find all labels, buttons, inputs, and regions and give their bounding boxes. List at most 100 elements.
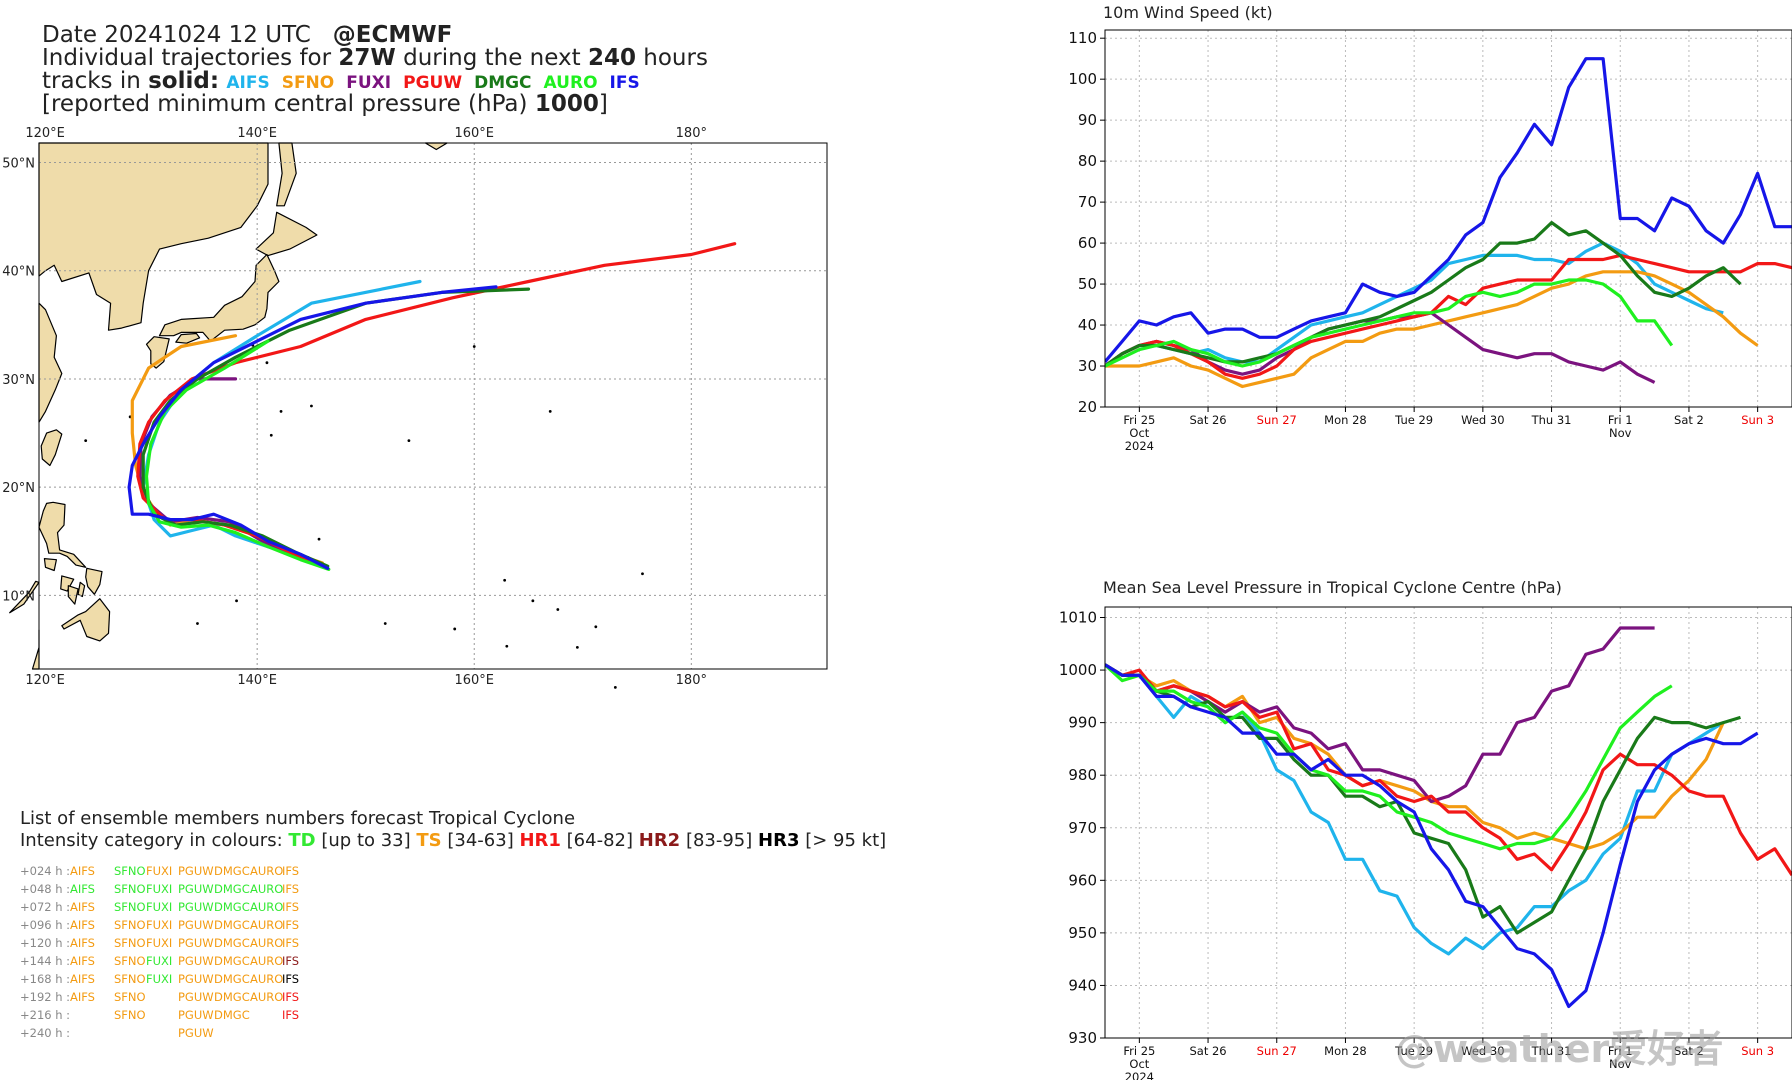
member-cell: FUXI (146, 864, 173, 878)
y-tick-label: 980 (1068, 766, 1097, 784)
island-dot (505, 644, 509, 648)
member-cell: AIFS (70, 882, 95, 896)
x-tick-label: Tue 29 (1394, 1044, 1433, 1058)
y-tick-label: 80 (1078, 152, 1097, 170)
member-cell: FUXI (146, 882, 173, 896)
x-tick-label: Sun 3 (1741, 413, 1774, 427)
lat-label: 50°N (2, 156, 35, 171)
island-dot (548, 410, 552, 413)
member-cell: IFS (282, 936, 300, 950)
lon-label-bottom: 180° (676, 673, 707, 688)
y-tick-label: 1000 (1059, 661, 1097, 679)
member-cell: SFNO (114, 1008, 146, 1022)
member-cell: DMGC (214, 990, 250, 1004)
member-cell: SFNO (114, 972, 146, 986)
island-dot (383, 622, 387, 625)
y-tick-label: 100 (1068, 70, 1097, 88)
legend-aifs: AIFS (226, 73, 270, 93)
x-tick-label: Mon 28 (1324, 1044, 1367, 1058)
category-range: [34-63] (447, 830, 514, 851)
lead-time: +072 h : (20, 900, 71, 914)
x-tick-label: Tue 29 (1394, 413, 1433, 427)
x-tick-label: Fri 25 (1123, 413, 1155, 427)
member-cell: FUXI (146, 900, 173, 914)
member-cell: IFS (282, 864, 300, 878)
series-auro (1105, 663, 1673, 851)
member-cell: IFS (282, 918, 300, 932)
member-cell: FUXI (146, 954, 173, 968)
ensemble-row: +024 h :AIFS SFNOFUXI PGUWDMGCAUROIFS (20, 862, 306, 880)
member-cell: AIFS (70, 864, 95, 878)
member-cell: PGUW (178, 972, 214, 986)
intensity-category-legend: Intensity category in colours: TD [up to… (20, 830, 886, 852)
member-cell: SFNO (114, 990, 146, 1004)
land-mass (31, 629, 40, 670)
x-tick-label: Oct (1129, 426, 1149, 440)
member-cell: AURO (250, 864, 284, 878)
island-dot (556, 608, 560, 611)
lon-label-bottom: 120°E (25, 673, 65, 688)
run-date: Date 20241024 12 UTC (42, 22, 311, 48)
member-cell: PGUW (178, 882, 214, 896)
member-cell: PGUW (178, 1026, 214, 1040)
header-text: Individual trajectories for (42, 45, 332, 71)
header-line-4: [reported minimum central pressure (hPa)… (42, 91, 608, 117)
island-dot (641, 572, 644, 576)
header-line-2: Individual trajectories for 27W during t… (42, 45, 708, 71)
header-text: tracks in (42, 68, 141, 94)
island-dot (310, 404, 313, 408)
ensemble-row: +192 h :AIFS SFNO PGUWDMGCAUROIFS (20, 988, 306, 1006)
y-tick-label: 70 (1078, 193, 1097, 211)
island-dot (317, 537, 321, 541)
header-colon: : (209, 68, 220, 94)
x-tick-label: Fri 1 (1608, 1044, 1633, 1058)
x-tick-label: Sat 26 (1189, 1044, 1226, 1058)
lead-time: +024 h : (20, 864, 71, 878)
series-pguw (1105, 663, 1792, 876)
ensemble-row: +096 h :AIFS SFNOFUXI PGUWDMGCAUROIFS (20, 916, 306, 934)
member-cell: SFNO (114, 954, 146, 968)
member-cell: IFS (282, 1008, 300, 1022)
member-cell: AIFS (70, 936, 95, 950)
x-tick-label: Thu 31 (1531, 1044, 1572, 1058)
watermark: @weather爱好者 (1395, 1027, 1724, 1071)
category-range: [64-82] (566, 830, 634, 851)
series-ifs (1105, 57, 1792, 363)
member-cell: DMGC (214, 864, 250, 878)
series-ifs (1105, 663, 1759, 1009)
header-line-3: tracks in solid: AIFS SFNO FUXI PGUW DMGC AUR… (42, 68, 652, 96)
series-sfno (1105, 270, 1759, 389)
series-fuxi (1105, 626, 1655, 804)
member-cell: SFNO (114, 936, 146, 950)
member-cell: IFS (282, 954, 300, 968)
member-cell: PGUW (178, 864, 214, 878)
member-cell: SFNO (114, 900, 146, 914)
member-cell: PGUW (178, 936, 214, 950)
y-tick-label: 40 (1078, 316, 1097, 334)
member-cell: IFS (282, 900, 300, 914)
member-cell: DMGC (214, 900, 250, 914)
member-cell: AIFS (70, 954, 95, 968)
member-cell: FUXI (146, 918, 173, 932)
member-cell: AIFS (70, 990, 95, 1004)
lead-time: +096 h : (20, 918, 71, 932)
x-tick-label: Mon 28 (1324, 413, 1367, 427)
member-cell: AURO (250, 972, 284, 986)
wind-chart-title: 10m Wind Speed (kt) (1103, 3, 1273, 22)
member-cell: FUXI (146, 936, 173, 950)
island-dot (472, 345, 476, 348)
x-tick-label: Nov (1609, 1057, 1632, 1071)
series-group (1105, 57, 1792, 389)
member-cell: PGUW (178, 918, 214, 932)
lead-time: +048 h : (20, 882, 71, 896)
x-tick-label: Sat 2 (1674, 1044, 1704, 1058)
y-tick-label: 970 (1068, 819, 1097, 837)
y-tick-label: 30 (1078, 357, 1097, 375)
legend-auro: AURO (543, 73, 598, 93)
x-tick-label: Nov (1609, 426, 1632, 440)
island-dot (575, 645, 579, 649)
model-legend: AIFS SFNO FUXI PGUW DMGC AURO IFS (226, 68, 651, 94)
land-mass (9, 580, 40, 614)
series-pguw (1105, 253, 1792, 380)
ensemble-row: +072 h :AIFS SFNOFUXI PGUWDMGCAUROIFS (20, 898, 306, 916)
